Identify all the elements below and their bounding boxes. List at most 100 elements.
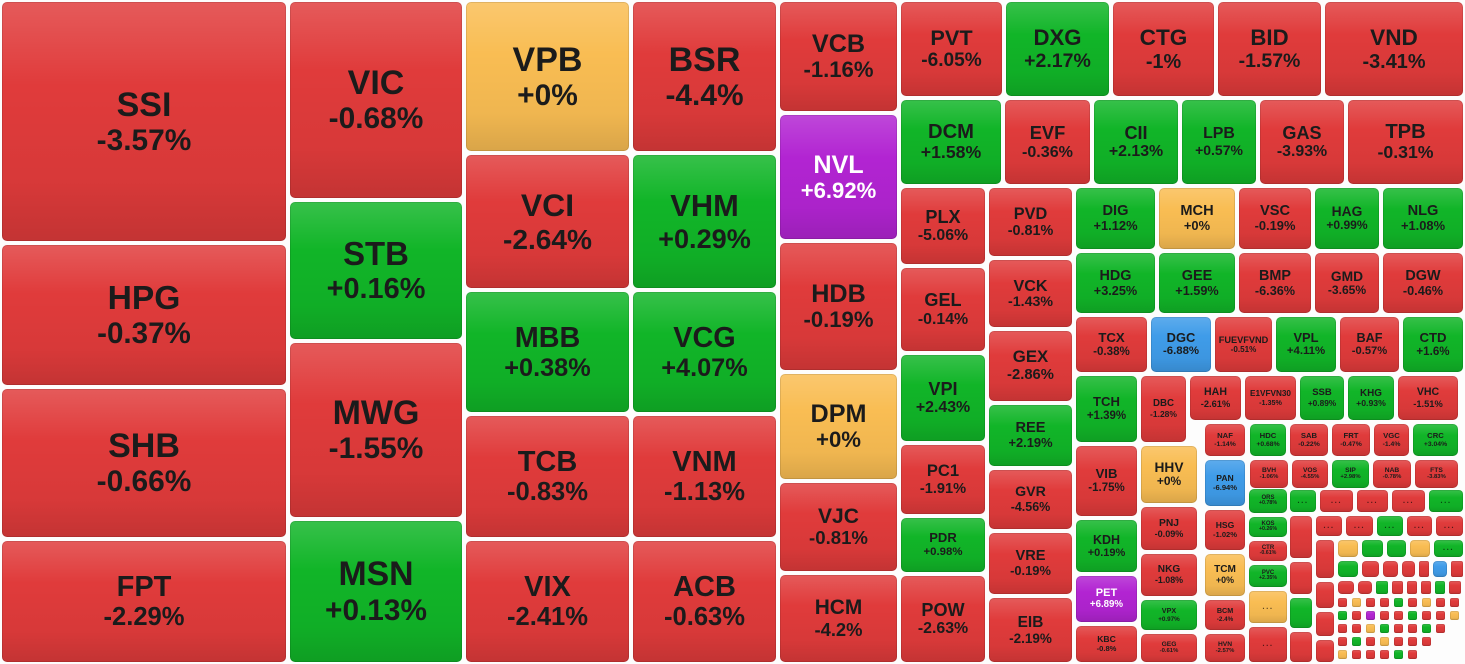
mini-tile[interactable] xyxy=(1380,650,1389,659)
mini-tile[interactable] xyxy=(1394,598,1403,607)
tile-STB[interactable]: STB +0.16% xyxy=(290,202,462,339)
tile-BCM[interactable]: BCM -2.4% xyxy=(1205,600,1245,630)
tile-EVF[interactable]: EVF -0.36% xyxy=(1005,100,1090,184)
mini-tile[interactable] xyxy=(1362,561,1379,577)
tile-GEX[interactable]: GEX -2.86% xyxy=(989,331,1072,401)
tile-GVR[interactable]: GVR -4.56% xyxy=(989,470,1072,529)
mini-tile[interactable] xyxy=(1352,598,1361,607)
mini-tile[interactable] xyxy=(1394,611,1403,620)
tile-BVH[interactable]: BVH -1.06% xyxy=(1250,460,1288,488)
mini-tile[interactable] xyxy=(1421,581,1431,594)
mini-tile[interactable] xyxy=(1449,581,1461,594)
tile-TCB[interactable]: TCB -0.83% xyxy=(466,416,629,537)
tile-SSI[interactable]: SSI -3.57% xyxy=(2,2,286,241)
mini-tile[interactable] xyxy=(1380,611,1389,620)
tile-VPL[interactable]: VPL +4.11% xyxy=(1276,317,1336,372)
mini-tile[interactable] xyxy=(1352,611,1361,620)
tile-SIP[interactable]: SIP +2.98% xyxy=(1332,460,1369,488)
tile-HDC[interactable]: HDC +0.68% xyxy=(1250,424,1286,456)
mini-tile[interactable] xyxy=(1338,561,1358,577)
mini-tile[interactable] xyxy=(1316,612,1334,636)
tile-LPB[interactable]: LPB +0.57% xyxy=(1182,100,1256,184)
mini-tile[interactable] xyxy=(1366,637,1375,646)
tile-BMP[interactable]: BMP -6.36% xyxy=(1239,253,1311,313)
tile-DGC[interactable]: DGC -6.88% xyxy=(1151,317,1211,372)
mini-tile[interactable] xyxy=(1338,637,1347,646)
tile-FPT[interactable]: FPT -2.29% xyxy=(2,541,286,662)
mini-tile[interactable] xyxy=(1392,581,1403,594)
tile-FRT[interactable]: FRT -0.47% xyxy=(1332,424,1370,456)
mini-tile[interactable] xyxy=(1316,540,1334,578)
tile-VHM[interactable]: VHM +0.29% xyxy=(633,155,776,288)
tile-VCG[interactable]: VCG +4.07% xyxy=(633,292,776,412)
mini-tile[interactable] xyxy=(1422,637,1431,646)
tile-PNJ[interactable]: PNJ -0.09% xyxy=(1141,507,1197,550)
mini-tile[interactable]: ... xyxy=(1316,516,1342,536)
tile-KBC[interactable]: KBC -0.8% xyxy=(1076,626,1137,662)
tile-VCK[interactable]: VCK -1.43% xyxy=(989,260,1072,327)
mini-tile[interactable] xyxy=(1366,624,1375,633)
mini-tile[interactable] xyxy=(1436,598,1445,607)
mini-tile[interactable] xyxy=(1338,650,1347,659)
tile-KOS[interactable]: KOS +0.26% xyxy=(1249,517,1287,537)
tile-TCH[interactable]: TCH +1.39% xyxy=(1076,376,1137,442)
tile-DPM[interactable]: DPM +0% xyxy=(780,374,897,479)
mini-tile[interactable] xyxy=(1290,516,1312,558)
mini-tile[interactable] xyxy=(1394,650,1403,659)
tile-VIB[interactable]: VIB -1.75% xyxy=(1076,446,1137,516)
mini-tile[interactable] xyxy=(1408,637,1417,646)
tile-MSN[interactable]: MSN +0.13% xyxy=(290,521,462,662)
tile-E1VFVN30[interactable]: E1VFVN30 -1.35% xyxy=(1245,376,1296,420)
mini-tile[interactable] xyxy=(1290,598,1312,628)
tile-HDG[interactable]: HDG +3.25% xyxy=(1076,253,1155,313)
tile-NAB[interactable]: NAB -0.78% xyxy=(1373,460,1411,488)
tile-BAF[interactable]: BAF -0.57% xyxy=(1340,317,1399,372)
tile-VIX[interactable]: VIX -2.41% xyxy=(466,541,629,662)
tile-NAF[interactable]: NAF -1.14% xyxy=(1205,424,1245,456)
tile-BSR[interactable]: BSR -4.4% xyxy=(633,2,776,151)
tile-GEG[interactable]: GEG -0.61% xyxy=(1141,634,1197,662)
tile-MBB[interactable]: MBB +0.38% xyxy=(466,292,629,412)
mini-tile[interactable] xyxy=(1383,561,1398,577)
tile-HHV[interactable]: HHV +0% xyxy=(1141,446,1197,503)
mini-tile[interactable] xyxy=(1450,598,1459,607)
tile-PLX[interactable]: PLX -5.06% xyxy=(901,188,985,264)
mini-tile[interactable] xyxy=(1407,581,1417,594)
mini-tile[interactable]: ... xyxy=(1290,490,1316,512)
tile-KHG[interactable]: KHG +0.93% xyxy=(1348,376,1394,420)
tile-VRE[interactable]: VRE -0.19% xyxy=(989,533,1072,594)
mini-tile[interactable] xyxy=(1387,540,1406,557)
tile-GEL[interactable]: GEL -0.14% xyxy=(901,268,985,351)
tile-VPB[interactable]: VPB +0% xyxy=(466,2,629,151)
tile-REE[interactable]: REE +2.19% xyxy=(989,405,1072,466)
mini-tile[interactable] xyxy=(1394,637,1403,646)
tile-NKG[interactable]: NKG -1.08% xyxy=(1141,554,1197,596)
mini-tile[interactable] xyxy=(1436,611,1445,620)
tile-VHC[interactable]: VHC -1.51% xyxy=(1398,376,1458,420)
tile-GMD[interactable]: GMD -3.65% xyxy=(1315,253,1379,313)
tile-PET[interactable]: PET +6.89% xyxy=(1076,576,1137,622)
mini-tile[interactable] xyxy=(1436,624,1445,633)
tile-FTS[interactable]: FTS -3.83% xyxy=(1415,460,1458,488)
mini-tile[interactable] xyxy=(1338,611,1347,620)
mini-tile[interactable] xyxy=(1435,581,1445,594)
tile-VCB[interactable]: VCB -1.16% xyxy=(780,2,897,111)
mini-tile[interactable] xyxy=(1408,624,1417,633)
mini-tile[interactable] xyxy=(1422,624,1431,633)
tile-VND[interactable]: VND -3.41% xyxy=(1325,2,1463,96)
tile-CRC[interactable]: CRC +3.04% xyxy=(1413,424,1458,456)
mini-tile[interactable] xyxy=(1338,624,1347,633)
tile-PVT[interactable]: PVT -6.05% xyxy=(901,2,1002,96)
tile-MCH[interactable]: MCH +0% xyxy=(1159,188,1235,249)
tile-SHB[interactable]: SHB -0.66% xyxy=(2,389,286,537)
mini-tile[interactable] xyxy=(1380,637,1389,646)
tile-HSG[interactable]: HSG -1.02% xyxy=(1205,510,1245,550)
tile-CTD[interactable]: CTD +1.6% xyxy=(1403,317,1463,372)
tile-BID[interactable]: BID -1.57% xyxy=(1218,2,1321,96)
mini-tile[interactable] xyxy=(1408,611,1417,620)
mini-tile[interactable] xyxy=(1450,611,1459,620)
tile-EIB[interactable]: EIB -2.19% xyxy=(989,598,1072,662)
tile-HAH[interactable]: HAH -2.61% xyxy=(1190,376,1241,420)
mini-tile[interactable] xyxy=(1338,581,1354,594)
tile-VOS[interactable]: VOS -4.55% xyxy=(1292,460,1328,488)
